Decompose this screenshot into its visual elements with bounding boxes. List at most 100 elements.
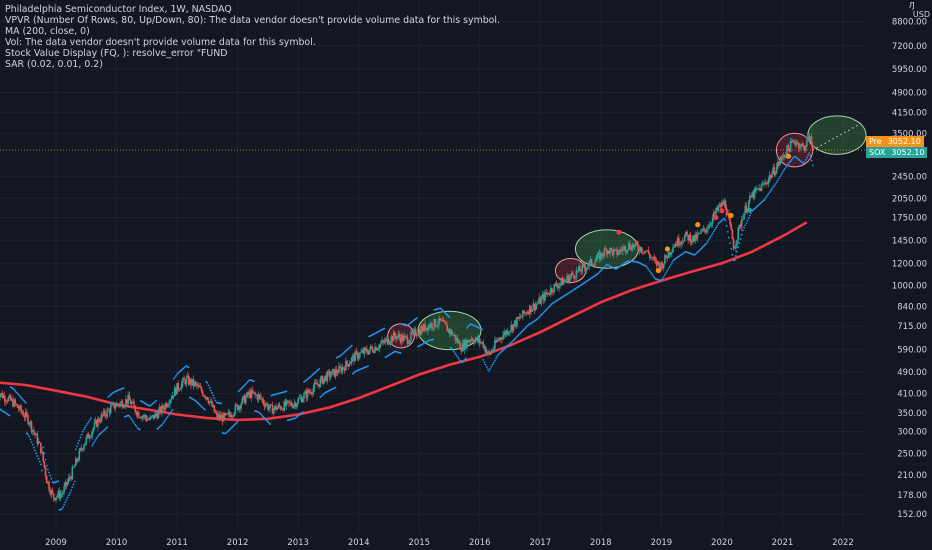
price-tick-label[interactable]: 1200.00	[892, 259, 927, 269]
time-tick-label[interactable]: 2014	[348, 538, 370, 548]
time-tick-label[interactable]: 2022	[832, 538, 854, 548]
legend-sar[interactable]: SAR (0.02, 0.01, 0.2)	[5, 59, 103, 70]
price-tick-label[interactable]: 350.00	[897, 409, 927, 419]
sar-dot	[268, 422, 270, 424]
candle-body	[715, 207, 717, 214]
candle-body	[353, 355, 355, 362]
price-tick-label[interactable]: 4900.00	[892, 89, 927, 99]
sar-dot	[172, 378, 175, 380]
legend-svd[interactable]: Stock Value Display (FQ, ): resolve_erro…	[5, 48, 228, 59]
sar-dot	[523, 328, 525, 331]
candle-body	[795, 143, 798, 145]
sar-dot	[151, 402, 154, 405]
sar-dot	[596, 273, 599, 276]
candle-body	[107, 409, 110, 411]
sar-dot	[788, 161, 791, 164]
candle-body	[12, 398, 14, 407]
candle-body	[119, 402, 121, 406]
candle-body	[326, 371, 329, 382]
candle-body	[317, 384, 319, 385]
candle-body	[652, 257, 655, 259]
candle-body	[531, 309, 533, 313]
candle-body	[544, 292, 546, 301]
legend-vpvr[interactable]: VPVR (Number Of Rows, 80, Up/Down, 80): …	[5, 15, 500, 26]
time-tick-label[interactable]: 2013	[287, 538, 309, 548]
sar-dot	[651, 273, 653, 276]
candle-body	[702, 227, 705, 231]
price-tick-label[interactable]: 152.00	[897, 510, 927, 520]
sar-dot	[39, 463, 42, 466]
time-tick-label[interactable]: 2017	[529, 538, 551, 548]
sar-dot	[317, 369, 319, 371]
price-tick-label[interactable]: 300.00	[897, 427, 927, 437]
candle-body	[480, 342, 482, 344]
price-tick-label[interactable]: 490.00	[897, 368, 927, 378]
candle-body	[1, 393, 4, 398]
candle-body	[55, 497, 57, 501]
price-tick-label[interactable]: 3500.00	[892, 129, 927, 139]
candle-body	[384, 339, 387, 343]
time-tick-label[interactable]: 2010	[106, 538, 128, 548]
time-tick-label[interactable]: 2012	[227, 538, 249, 548]
price-tick-label[interactable]: 590.00	[897, 345, 927, 355]
price-tick-label[interactable]: 178.00	[897, 491, 927, 501]
time-tick-label[interactable]: 2011	[166, 538, 188, 548]
candle-body	[681, 241, 684, 243]
sar-dot	[781, 171, 784, 174]
legend-vol[interactable]: Vol: The data vendor doesn't provide vol…	[5, 37, 316, 48]
price-tick-label[interactable]: 5950.00	[892, 65, 927, 75]
price-tick-label[interactable]: 8800.00	[892, 18, 927, 28]
time-tick-label[interactable]: 2015	[408, 538, 430, 548]
time-tick-label[interactable]: 2020	[711, 538, 733, 548]
price-tick-label[interactable]: 7200.00	[892, 42, 927, 52]
candle-body	[90, 436, 92, 438]
time-tick-label[interactable]: 2018	[590, 538, 612, 548]
price-tick-label[interactable]: 715.00	[897, 322, 927, 332]
price-tick-label[interactable]: 1000.00	[892, 281, 927, 291]
candle-body	[165, 403, 168, 407]
price-tick-label[interactable]: 4150.00	[892, 109, 927, 119]
time-tick-label[interactable]: 2016	[469, 538, 491, 548]
sar-dot	[194, 400, 197, 402]
time-tick-label[interactable]: 2021	[772, 538, 794, 548]
sar-dot	[263, 417, 266, 419]
price-tick-label[interactable]: 1450.00	[892, 236, 927, 246]
candle-body	[566, 275, 568, 280]
time-tick-label[interactable]: 2019	[651, 538, 673, 548]
candle-body	[800, 144, 802, 148]
sar-dot	[176, 373, 178, 375]
sar-dot	[549, 304, 552, 306]
sar-dot	[37, 457, 40, 460]
sar-dot	[598, 271, 601, 273]
price-tick-label[interactable]: 210.00	[897, 471, 927, 481]
price-tick-label[interactable]: 410.00	[897, 390, 927, 400]
candle-body	[291, 405, 294, 408]
legend-ma[interactable]: MA (200, close, 0)	[5, 26, 90, 37]
price-tick-label[interactable]: 2450.00	[892, 173, 927, 183]
candle-body	[312, 388, 315, 394]
sar-dot	[648, 270, 651, 273]
sar-dot	[133, 422, 135, 424]
sar-dot	[90, 417, 92, 420]
price-tick-label[interactable]: 1750.00	[892, 213, 927, 223]
candle-body	[697, 233, 700, 235]
sar-dot	[761, 200, 764, 203]
sar-dot	[315, 370, 318, 372]
sar-dot	[21, 397, 24, 400]
sar-dot	[526, 324, 529, 327]
legend-title[interactable]: Philadelphia Semiconductor Index, 1W, NA…	[5, 4, 232, 15]
time-tick-label[interactable]: 2009	[45, 538, 67, 548]
price-tick-label[interactable]: 2050.00	[892, 194, 927, 204]
sar-dot	[780, 173, 783, 176]
price-tick-label[interactable]: 250.00	[897, 450, 927, 460]
currency-label[interactable]: Ԓ USD	[909, 1, 930, 19]
sar-dot	[789, 160, 792, 162]
price-tick-label[interactable]: 840.00	[897, 303, 927, 313]
sar-dot	[342, 352, 345, 354]
candle-body	[714, 212, 716, 214]
candle-body	[292, 404, 295, 408]
sar-dot	[455, 354, 458, 357]
candle-body	[618, 249, 621, 254]
candle-body	[375, 346, 377, 351]
